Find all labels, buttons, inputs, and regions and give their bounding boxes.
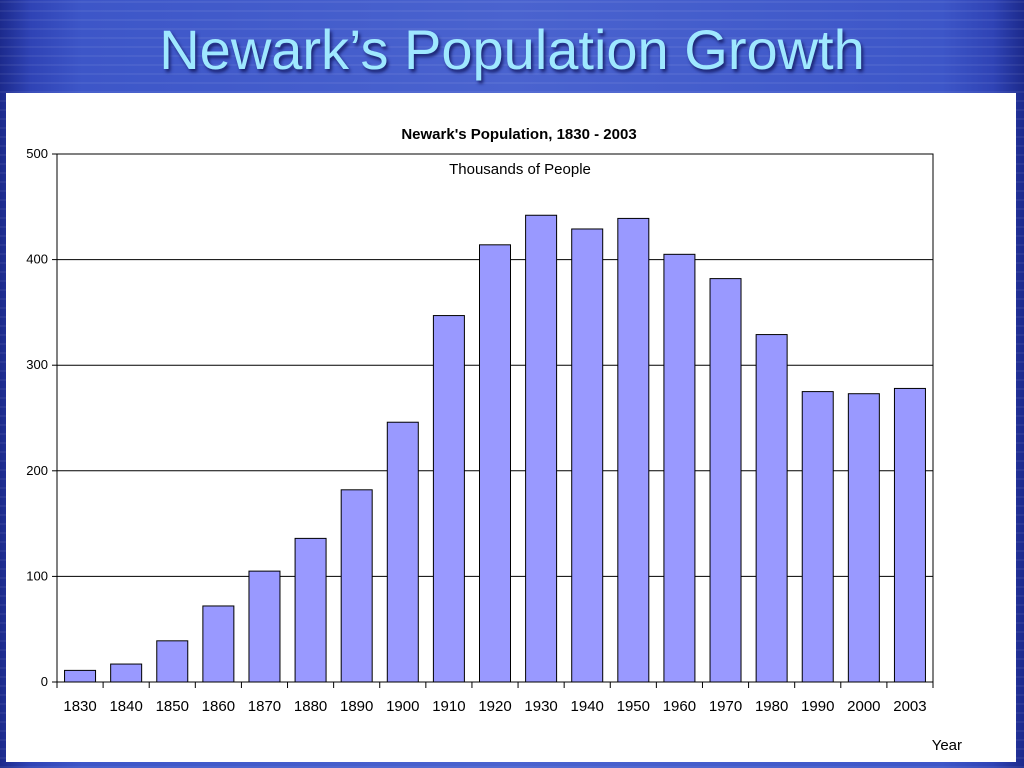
x-tick-label: 1880 xyxy=(294,698,327,715)
x-tick-label: 1940 xyxy=(571,698,604,715)
y-tick-label: 500 xyxy=(26,146,48,161)
x-tick-label: 1900 xyxy=(386,698,419,715)
y-tick-label: 400 xyxy=(26,252,48,267)
bar-1850 xyxy=(156,640,189,683)
bar-1890 xyxy=(340,489,373,683)
x-tick-label: 1920 xyxy=(478,698,511,715)
x-tick-label: 2003 xyxy=(893,698,926,715)
x-tick-label: 1930 xyxy=(524,698,557,715)
bar-1980 xyxy=(755,334,788,683)
x-tick-label: 1950 xyxy=(617,698,650,715)
bars xyxy=(64,214,926,683)
bar-1970 xyxy=(709,278,742,683)
x-tick-label: 1840 xyxy=(109,698,142,715)
x-tick-label: 1960 xyxy=(663,698,696,715)
bar-1930 xyxy=(525,214,558,683)
x-tick-label: 1850 xyxy=(156,698,189,715)
x-tick-label: 1870 xyxy=(248,698,281,715)
x-tick-label: 1890 xyxy=(340,698,373,715)
x-tick-label: 1910 xyxy=(432,698,465,715)
y-axis: 0 100 200 300 400 500 xyxy=(26,146,57,689)
y-tick-label: 0 xyxy=(41,674,48,689)
chart-title: Newark's Population, 1830 - 2003 xyxy=(401,126,636,143)
x-tick-label: 1970 xyxy=(709,698,742,715)
bar-chart: Newark's Population, 1830 - 2003 Thousan… xyxy=(26,126,962,754)
bar-1920 xyxy=(479,244,511,683)
bar-1880 xyxy=(294,537,327,683)
bar-2000 xyxy=(847,393,880,683)
chart-subtitle: Thousands of People xyxy=(449,161,591,178)
chart-panel: Newark's Population, 1830 - 2003 Thousan… xyxy=(6,93,1016,762)
bar-1910 xyxy=(432,315,465,683)
bar-2003 xyxy=(893,387,926,683)
y-tick-label: 200 xyxy=(26,463,48,478)
y-tick-label: 100 xyxy=(26,568,48,583)
bar-1900 xyxy=(386,421,419,683)
bar-1840 xyxy=(110,663,143,683)
bar-1990 xyxy=(801,391,834,683)
x-tick-label: 1980 xyxy=(755,698,788,715)
slide-title: Newark’s Population Growth xyxy=(159,18,865,81)
bar-1870 xyxy=(248,570,281,683)
x-tick-label: 1990 xyxy=(801,698,834,715)
y-tick-label: 300 xyxy=(26,357,48,372)
x-tick-label: 1860 xyxy=(202,698,235,715)
bar-1830 xyxy=(64,669,97,683)
plot-area-frame xyxy=(56,153,934,683)
bar-1960 xyxy=(663,253,696,683)
x-axis-label: Year xyxy=(932,737,962,754)
x-tick-label: 2000 xyxy=(847,698,880,715)
bar-1860 xyxy=(202,605,235,683)
x-axis: 1830 1840 1850 1860 1870 1880 1890 1900 1910 1920… xyxy=(56,682,934,715)
bar-1940 xyxy=(571,228,604,683)
bar-1950 xyxy=(617,217,650,683)
x-tick-label: 1830 xyxy=(63,698,96,715)
